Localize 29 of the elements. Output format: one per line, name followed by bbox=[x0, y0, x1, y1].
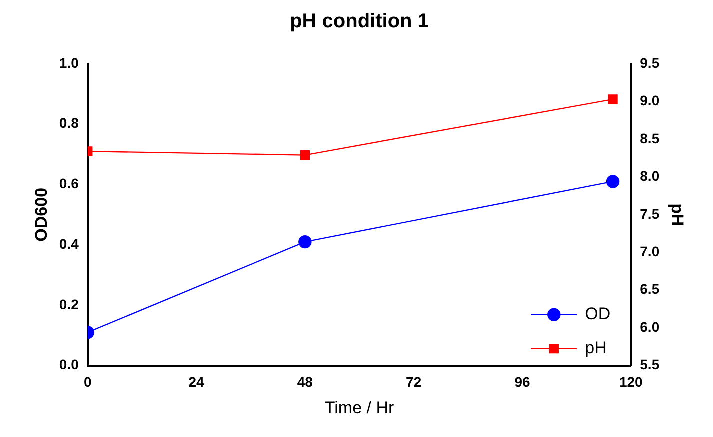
y2-tick-label: 6.5 bbox=[640, 281, 660, 298]
y2-axis-title: pH bbox=[668, 204, 688, 226]
x-tick-label: 48 bbox=[297, 374, 314, 390]
y2-tick-label: 6.0 bbox=[640, 318, 660, 335]
y-tick-label: 0.4 bbox=[59, 236, 80, 252]
point bbox=[300, 150, 310, 160]
y-tick-label: 0.2 bbox=[59, 296, 80, 312]
y2-tick-label: 8.5 bbox=[640, 130, 660, 146]
legend-label: pH bbox=[585, 338, 607, 358]
x-tick-label: 96 bbox=[514, 374, 530, 390]
x-tick-label: 120 bbox=[619, 374, 644, 390]
y-tick-label: 0.6 bbox=[59, 176, 80, 192]
y2-tick-label: 7.0 bbox=[640, 243, 660, 260]
y-tick-label: 0.8 bbox=[59, 115, 80, 132]
point bbox=[608, 94, 618, 104]
x-tick-label: 72 bbox=[406, 374, 422, 390]
x-axis-title: Time / Hr bbox=[324, 398, 394, 418]
y-axis-title: OD600 bbox=[32, 188, 51, 242]
y-tick-label: 1.0 bbox=[59, 54, 80, 71]
y2-tick-label: 7.5 bbox=[640, 206, 660, 222]
y2-tick-label: 9.0 bbox=[640, 92, 660, 109]
x-tick-label: 0 bbox=[84, 374, 92, 390]
y-tick-label: 0.0 bbox=[59, 356, 80, 373]
y2-tick-label: 5.5 bbox=[640, 356, 660, 373]
y2-tick-label: 8.0 bbox=[640, 168, 660, 184]
y2-tick-label: 9.5 bbox=[640, 54, 660, 71]
chart-title: pH condition 1 bbox=[290, 10, 429, 33]
x-tick-label: 24 bbox=[188, 374, 205, 390]
legend-label: OD bbox=[585, 304, 611, 324]
